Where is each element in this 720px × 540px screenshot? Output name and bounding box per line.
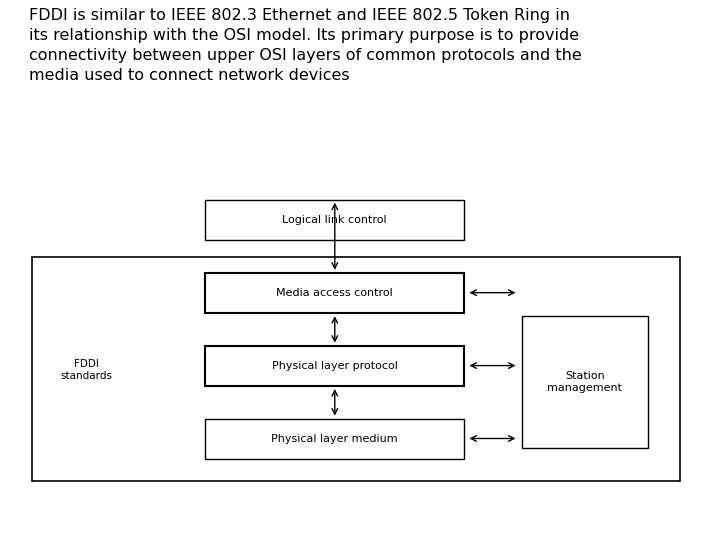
Text: Media access control: Media access control (276, 288, 393, 298)
Text: Station
management: Station management (547, 372, 623, 393)
Bar (32, 256, 680, 481)
Text: Logical link control: Logical link control (282, 215, 387, 225)
Bar (522, 316, 648, 448)
Bar (205, 418, 464, 459)
Bar (205, 200, 464, 240)
Text: FDDI
standards: FDDI standards (60, 359, 112, 381)
Text: Physical layer protocol: Physical layer protocol (272, 361, 397, 371)
Text: Physical layer medium: Physical layer medium (271, 434, 398, 444)
Bar (205, 273, 464, 313)
Bar (205, 346, 464, 386)
Text: FDDI is similar to IEEE 802.3 Ethernet and IEEE 802.5 Token Ring in
its relation: FDDI is similar to IEEE 802.3 Ethernet a… (29, 8, 582, 83)
